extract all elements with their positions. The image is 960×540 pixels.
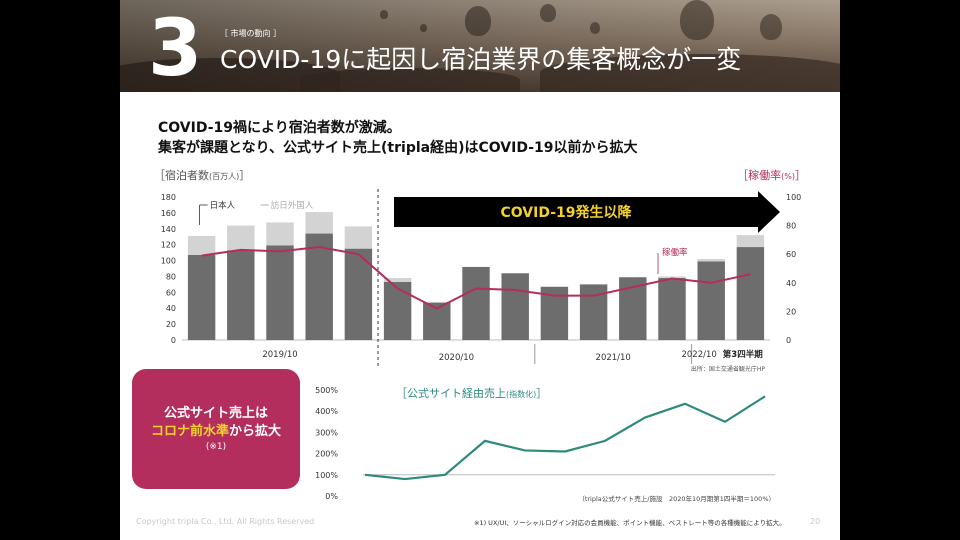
covid-arrow bbox=[394, 191, 780, 233]
bar-japanese bbox=[305, 233, 333, 340]
y-tick-label: 140 bbox=[161, 225, 176, 234]
copyright: Copyright tripla Co., Ltd. All Rights Re… bbox=[136, 517, 315, 526]
y-tick-label: 60 bbox=[166, 288, 176, 297]
x-group-label: 2022/10 bbox=[681, 350, 716, 360]
lead-text: COVID-19禍により宿泊者数が激減。 集客が課題となり、公式サイト売上(tr… bbox=[158, 118, 638, 158]
y2-tick-label: 60 bbox=[786, 250, 796, 259]
y2-tick-label: 0 bbox=[786, 336, 791, 345]
bar-japanese bbox=[658, 278, 686, 340]
callout-line-2: コロナ前水準から拡大 bbox=[132, 423, 300, 441]
sales-line bbox=[364, 395, 766, 481]
page-title: COVID-19に起因し宿泊業界の集客概念が一変 bbox=[220, 45, 742, 74]
sales-y-tick-label: 0% bbox=[325, 492, 338, 501]
y-tick-label: 80 bbox=[166, 272, 176, 281]
callout-line-1: 公式サイト売上は bbox=[163, 406, 268, 421]
occupancy-label: 稼働率 bbox=[662, 247, 688, 258]
lead-line-2: 集客が課題となり、公式サイト売上(tripla経由)はCOVID-19以前から拡… bbox=[158, 140, 638, 156]
bar-japanese bbox=[501, 273, 529, 340]
slide: 3 ［ 市場の動向 ］ COVID-19に起因し宿泊業界の集客概念が一変 COV… bbox=[120, 0, 840, 540]
bar-foreign bbox=[658, 276, 686, 279]
footnote: ※1) UX/UI、ソーシャルログイン対応の会員機能、ポイント機能、ベストレート… bbox=[474, 519, 786, 527]
source-note: 出所：国土交通省観光庁HP bbox=[691, 365, 766, 373]
x-group-label: 2021/10 bbox=[596, 353, 631, 363]
bar-japanese bbox=[383, 282, 412, 340]
y2-tick-label: 80 bbox=[786, 222, 796, 231]
sales-callout: 公式サイト売上は コロナ前水準から拡大 (※1) bbox=[132, 369, 300, 489]
callout-highlight: コロナ前水準 bbox=[150, 424, 229, 439]
bar-foreign bbox=[344, 226, 373, 249]
sales-y-tick-label: 400% bbox=[315, 407, 338, 416]
left-axis-title: ［宿泊者数(百万人)］ bbox=[154, 168, 250, 182]
bar-foreign bbox=[187, 235, 216, 255]
bar-foreign bbox=[736, 235, 765, 248]
callout-line-2-rest: から拡大 bbox=[229, 424, 282, 439]
y-tick-label: 20 bbox=[166, 320, 176, 329]
page-number: 20 bbox=[810, 517, 821, 526]
legend-foreign: 訪日外国人 bbox=[271, 200, 314, 211]
sales-y-tick-label: 500% bbox=[315, 386, 338, 395]
legend-japanese: 日本人 bbox=[210, 200, 236, 211]
right-axis-title: ［稼働率(%)］ bbox=[737, 168, 806, 182]
section-tag: ［ 市場の動向 ］ bbox=[220, 29, 282, 38]
y-tick-label: 40 bbox=[166, 304, 176, 313]
y2-tick-label: 20 bbox=[786, 307, 796, 316]
covid-label: COVID-19発生以降 bbox=[500, 204, 632, 221]
y2-tick-label: 100 bbox=[786, 193, 801, 202]
bar-foreign bbox=[383, 278, 412, 283]
bar-japanese bbox=[697, 261, 725, 340]
official-site-sales-chart: 0% 100% 200% 300% 400% 500% ［公式サイト経由売上(指数化)］ （t… bbox=[315, 386, 775, 503]
y-tick-label: 180 bbox=[161, 193, 176, 202]
bar-foreign bbox=[227, 225, 255, 251]
lead-line-1: COVID-19禍により宿泊者数が激減。 bbox=[158, 120, 401, 136]
sales-y-tick-label: 100% bbox=[315, 471, 338, 480]
sales-chart-note: （tripla公式サイト売上/施設 2020年10月期第1四半期＝100%） bbox=[578, 494, 775, 503]
bar-japanese bbox=[344, 248, 373, 340]
sales-chart-title: ［公式サイト経由売上(指数化)］ bbox=[396, 386, 547, 400]
guest-occupancy-chart: 0 20 40 60 80 100 120 140 160 180 0 20 40 60 80 100 COVI… bbox=[154, 168, 806, 373]
bar-japanese bbox=[187, 254, 216, 340]
bar-foreign bbox=[697, 258, 725, 262]
y-tick-label: 120 bbox=[161, 241, 176, 250]
bar-foreign bbox=[423, 301, 451, 303]
sales-y-tick-label: 300% bbox=[315, 428, 338, 437]
x-group-label: 第3四半期 bbox=[723, 349, 763, 360]
section-number: 3 bbox=[148, 4, 203, 92]
y2-tick-label: 40 bbox=[786, 279, 796, 288]
y-tick-label: 160 bbox=[161, 209, 176, 218]
occupancy-line bbox=[201, 246, 751, 310]
bar-foreign bbox=[266, 222, 294, 246]
sales-y-tick-label: 200% bbox=[315, 450, 338, 459]
x-group-label: 2019/10 bbox=[262, 350, 297, 360]
y-tick-label: 100 bbox=[161, 257, 176, 266]
bar-japanese bbox=[462, 266, 490, 340]
header-banner: 3 ［ 市場の動向 ］ COVID-19に起因し宿泊業界の集客概念が一変 bbox=[120, 0, 840, 92]
callout-footnote-ref: (※1) bbox=[205, 442, 227, 452]
bar-japanese bbox=[736, 247, 765, 340]
x-group-label: 2020/10 bbox=[439, 353, 474, 363]
y-tick-label: 0 bbox=[171, 336, 176, 345]
bar-japanese bbox=[227, 250, 255, 340]
bar-japanese bbox=[266, 245, 294, 340]
bar-foreign bbox=[305, 212, 333, 234]
